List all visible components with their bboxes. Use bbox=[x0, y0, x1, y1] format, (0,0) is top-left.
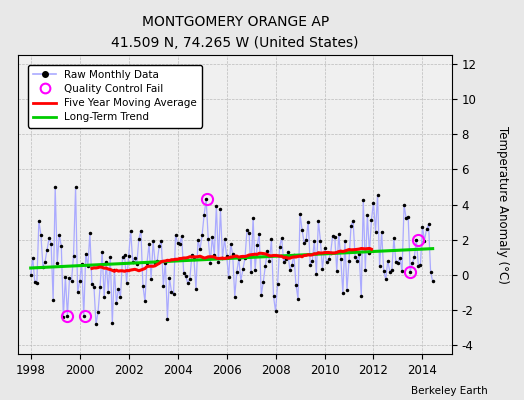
Text: Berkeley Earth: Berkeley Earth bbox=[411, 386, 487, 396]
Y-axis label: Temperature Anomaly (°C): Temperature Anomaly (°C) bbox=[496, 126, 509, 284]
Title: MONTGOMERY ORANGE AP
41.509 N, 74.265 W (United States): MONTGOMERY ORANGE AP 41.509 N, 74.265 W … bbox=[112, 15, 359, 50]
Legend: Raw Monthly Data, Quality Control Fail, Five Year Moving Average, Long-Term Tren: Raw Monthly Data, Quality Control Fail, … bbox=[28, 65, 202, 128]
